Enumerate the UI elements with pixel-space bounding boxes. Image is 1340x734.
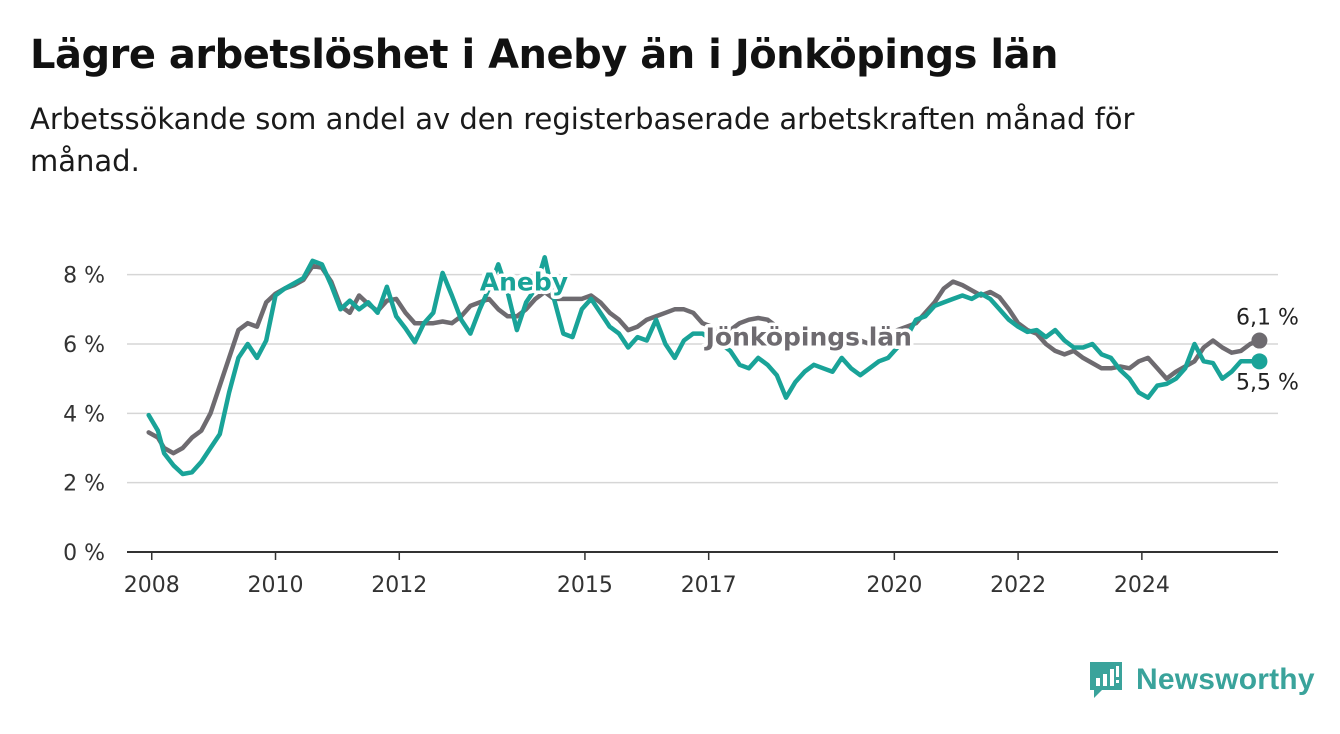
end-value-label-j-nk-pings-l-n: 6,1 % — [1236, 306, 1299, 331]
series-line-aneby — [146, 255, 1262, 477]
y-tick-label: 0 % — [63, 541, 105, 566]
series-name-label-j-nk-pings-l-n: Jönköpings län — [704, 323, 912, 352]
x-tick-label: 2022 — [990, 573, 1046, 598]
gridlines — [127, 273, 1278, 553]
x-tick-label: 2012 — [371, 573, 427, 598]
x-tick-label: 2008 — [124, 573, 180, 598]
end-value-label-aneby: 5,5 % — [1236, 370, 1299, 395]
end-point-aneby — [1251, 353, 1268, 370]
series-labels: 6,1 % 5,5 % Jönköpings län Aneby — [476, 264, 1299, 396]
y-tick-label: 2 % — [63, 472, 105, 497]
x-tick-label: 2015 — [557, 573, 613, 598]
newsworthy-logo-icon — [1090, 662, 1122, 698]
y-tick-label: 6 % — [63, 333, 105, 358]
x-tick-label: 2024 — [1114, 573, 1170, 598]
series-lines — [146, 255, 1268, 477]
line-chart: 0 % 2 % 4 % 6 % 8 % 2008 2010 2012 2015 2017 2020… — [63, 255, 1299, 598]
series-line-j-nk-pings-l-n — [146, 263, 1262, 456]
x-axis-ticks: 2008 2010 2012 2015 2017 2020 2022 2024 — [124, 552, 1170, 598]
y-tick-label: 4 % — [63, 402, 105, 427]
chart-title: Lägre arbetslöshet i Aneby än i Jönköpin… — [30, 32, 1059, 78]
y-tick-label: 8 % — [63, 264, 105, 289]
brand-name: Newsworthy — [1136, 663, 1315, 696]
end-point-j-nk-pings-l-n — [1251, 332, 1268, 349]
x-tick-label: 2017 — [681, 573, 737, 598]
chart-subtitle: Arbetssökande som andel av den registerb… — [30, 102, 1135, 178]
y-axis-ticks: 0 % 2 % 4 % 6 % 8 % — [63, 264, 105, 566]
x-tick-label: 2010 — [248, 573, 304, 598]
newsworthy-brand[interactable]: Newsworthy — [1088, 660, 1315, 700]
series-name-label-aneby: Aneby — [480, 267, 568, 296]
x-tick-label: 2020 — [866, 573, 922, 598]
